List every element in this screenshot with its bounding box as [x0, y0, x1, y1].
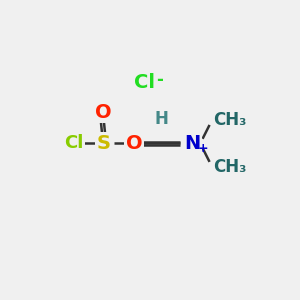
- Text: +: +: [197, 142, 208, 155]
- Text: O: O: [95, 103, 112, 122]
- Text: H: H: [155, 110, 169, 128]
- Text: CH₃: CH₃: [213, 111, 246, 129]
- Text: Cl: Cl: [64, 134, 83, 152]
- Text: CH₃: CH₃: [213, 158, 246, 175]
- Text: S: S: [97, 134, 111, 153]
- Text: N: N: [184, 134, 200, 153]
- Text: -: -: [156, 71, 163, 89]
- Text: Cl: Cl: [134, 73, 155, 92]
- Text: O: O: [126, 134, 142, 153]
